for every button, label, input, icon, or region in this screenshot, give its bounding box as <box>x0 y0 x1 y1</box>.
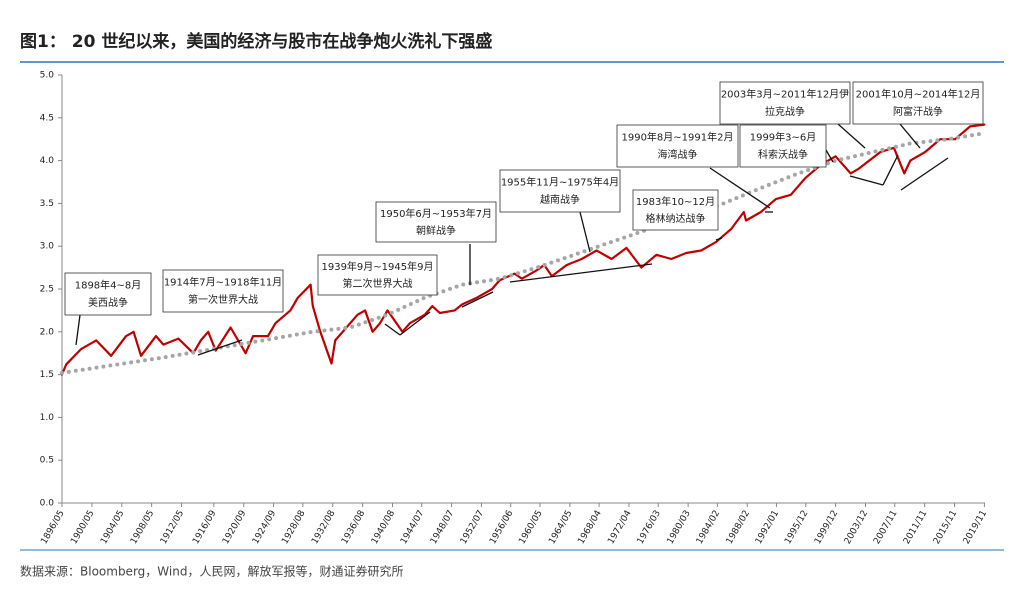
annotation-pointer <box>579 211 591 253</box>
x-tick-label: 2019/11 <box>962 509 989 546</box>
y-tick-label: 4.0 <box>40 156 55 166</box>
annotation-text: 美西战争 <box>88 296 128 309</box>
x-tick-label: 1972/04 <box>606 509 633 547</box>
annotation-text: 1898年4~8月 <box>75 279 142 292</box>
annotation-box <box>375 201 497 243</box>
x-tick-label: 1944/07 <box>399 509 426 546</box>
annotation-text: 阿富汗战争 <box>893 105 943 118</box>
annotation-box <box>616 124 739 168</box>
annotation-box <box>162 269 284 313</box>
x-tick-label: 1976/03 <box>636 509 663 546</box>
annotation-pointer <box>715 237 723 241</box>
annotation-pointer <box>709 167 771 209</box>
annotation-pointer <box>882 154 899 186</box>
y-tick-label: 5.0 <box>40 71 55 81</box>
x-tick-label: 1999/12 <box>813 509 840 546</box>
x-tick-label: 1992/01 <box>754 509 781 546</box>
y-tick-label: 3.0 <box>40 242 55 252</box>
annotation-text: 第一次世界大战 <box>188 293 258 306</box>
x-tick-label: 1948/07 <box>429 509 456 546</box>
annotation-box <box>739 124 827 168</box>
annotation-pointer <box>837 123 866 149</box>
x-tick-label: 2011/11 <box>902 509 929 546</box>
x-tick-label: 2003/12 <box>843 509 870 546</box>
x-tick-label: 1988/02 <box>725 509 752 546</box>
y-tick-label: 0.0 <box>40 499 55 509</box>
annotation-box <box>632 189 719 231</box>
x-tick-label: 1896/05 <box>39 509 66 546</box>
annotation-text: 1983年10~12月 <box>636 195 715 208</box>
annotation-text: 第二次世界大战 <box>343 277 413 290</box>
annotation-box <box>64 272 152 316</box>
annotation-pointer <box>384 323 401 336</box>
x-tick-label: 1928/08 <box>280 509 307 547</box>
trend-line <box>59 131 987 375</box>
annotation-pointer <box>899 123 921 149</box>
x-tick-label: 1956/06 <box>488 509 515 547</box>
x-tick-label: 1920/09 <box>221 509 248 547</box>
x-tick-label: 1940/08 <box>370 509 397 547</box>
y-tick-label: 3.5 <box>40 199 54 209</box>
x-tick-label: 1964/05 <box>547 509 574 546</box>
x-tick-label: 1924/09 <box>251 509 278 547</box>
annotation-text: 1939年9月~1945年9月 <box>321 260 433 273</box>
annotation-text: 科索沃战争 <box>758 148 808 161</box>
source-note: 数据来源：Bloomberg，Wind，人民网，解放军报等，财通证券研究所 <box>20 564 403 579</box>
x-tick-label: 1952/07 <box>459 509 486 546</box>
annotation-pointer <box>75 314 81 346</box>
annotation-pointer <box>197 339 243 356</box>
annotation-pointer <box>849 175 884 186</box>
x-tick-label: 1960/05 <box>517 509 544 546</box>
y-tick-label: 4.5 <box>40 113 54 123</box>
annotation-text: 2003年3月~2011年12月伊 <box>721 88 849 101</box>
y-tick-label: 1.0 <box>40 413 55 423</box>
annotation-text: 1914年7月~1918年11月 <box>164 276 282 289</box>
annotation-text: 格林纳达战争 <box>646 212 706 225</box>
y-tick-label: 2.0 <box>40 327 55 337</box>
x-tick-label: 1936/08 <box>340 509 367 547</box>
annotation-box <box>852 81 984 125</box>
annotation-text: 2001年10月~2014年12月 <box>856 88 981 101</box>
y-tick-label: 0.5 <box>40 456 54 466</box>
index-line <box>60 123 986 376</box>
annotation-text: 1990年8月~1991年2月 <box>621 131 733 144</box>
annotation-pointer <box>509 263 653 283</box>
annotation-text: 拉克战争 <box>765 105 805 118</box>
annotation-pointer <box>399 311 431 336</box>
annotation-box <box>499 169 621 213</box>
x-tick-label: 2015/11 <box>932 509 959 546</box>
x-tick-label: 1900/05 <box>69 509 96 546</box>
annotation-text: 朝鲜战争 <box>416 224 456 237</box>
annotation-pointer <box>900 157 949 191</box>
annotation-text: 1950年6月~1953年7月 <box>380 207 492 220</box>
x-tick-label: 1995/12 <box>783 509 810 546</box>
x-tick-label: 1908/05 <box>129 509 156 546</box>
y-tick-label: 2.5 <box>40 285 54 295</box>
annotation-pointer <box>461 291 494 308</box>
annotation-text: 越南战争 <box>540 193 580 206</box>
annotation-text: 1999年3~6月 <box>750 131 817 144</box>
annotation-box <box>719 81 851 125</box>
annotation-text: 海湾战争 <box>658 148 698 161</box>
x-tick-label: 1968/04 <box>576 509 603 547</box>
chart-title: 图1： 20 世纪以来，美国的经济与股市在战争炮火洗礼下强盛 <box>20 31 492 52</box>
x-tick-label: 1984/02 <box>695 509 722 546</box>
y-tick-label: 1.5 <box>40 370 54 380</box>
annotation-box <box>317 254 438 296</box>
x-tick-label: 1904/05 <box>99 509 126 546</box>
x-tick-label: 2007/11 <box>872 509 899 546</box>
annotation-text: 1955年11月~1975年4月 <box>501 176 619 189</box>
annotation-pointer <box>825 149 834 163</box>
x-tick-label: 1916/09 <box>191 509 218 547</box>
x-tick-label: 1912/05 <box>159 509 186 546</box>
x-tick-label: 1932/08 <box>310 509 337 547</box>
x-tick-label: 1980/03 <box>666 509 693 546</box>
